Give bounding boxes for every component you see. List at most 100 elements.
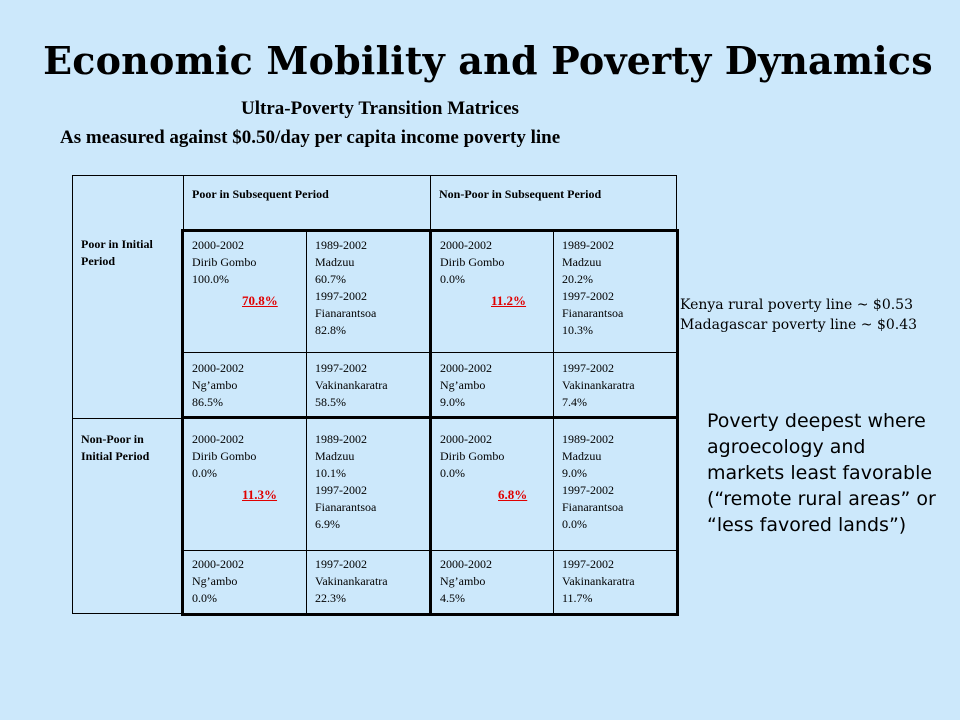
cell-value: 20.2% [562, 272, 593, 286]
matrix-cell: 1989-2002 Madzuu 10.1% 1997-2002 Fianara… [307, 427, 429, 537]
matrix-cell: 1997-2002 Vakinankaratra 58.5% [307, 356, 429, 415]
measure-caption: As measured against $0.50/day per capita… [60, 127, 561, 148]
row-header-nonpoor: Non-Poor in Initial Period [81, 432, 150, 463]
cell-value: 0.0% [192, 466, 217, 480]
cell-period: 2000-2002 [192, 238, 244, 252]
cell-value: 86.5% [192, 395, 223, 409]
cell-period: 2000-2002 [192, 361, 244, 375]
cell-period: 1997-2002 [562, 557, 614, 571]
cell-site: Fianarantsoa [315, 306, 377, 320]
cell-value: 10.3% [562, 323, 593, 337]
table-line [553, 231, 554, 614]
cell-value: 0.0% [562, 517, 587, 531]
cell-highlight: 6.8% [498, 487, 528, 502]
table-line [72, 175, 677, 176]
cell-value: 4.5% [440, 591, 465, 605]
table-line [676, 229, 679, 616]
table-line [183, 550, 677, 551]
matrix-cell: 1989-2002 Madzuu 20.2% 1997-2002 Fianara… [554, 233, 676, 343]
col-header-nonpoor: Non-Poor in Subsequent Period [439, 187, 602, 201]
col-header-poor: Poor in Subsequent Period [192, 187, 329, 201]
table-subtitle: Ultra-Poverty Transition Matrices [241, 98, 519, 119]
matrix-cell: 2000-2002 Dirib Gombo 0.0% 11.3% [184, 427, 306, 507]
cell-site: Dirib Gombo [440, 255, 505, 269]
cell-period: 2000-2002 [440, 432, 492, 446]
cell-site: Fianarantsoa [562, 306, 624, 320]
table-line [183, 352, 677, 353]
cell-value: 22.3% [315, 591, 346, 605]
cell-period: 1997-2002 [315, 483, 367, 497]
table-line [676, 175, 677, 231]
matrix-cell: 1997-2002 Vakinankaratra 11.7% [554, 552, 676, 611]
table-line [430, 175, 431, 231]
cell-value: 60.7% [315, 272, 346, 286]
cell-period: 1997-2002 [315, 289, 367, 303]
cell-site: Vakinankaratra [315, 574, 388, 588]
poverty-line-note: Kenya rural poverty line ~ $0.53 Madagas… [680, 295, 917, 335]
matrix-cell: 1989-2002 Madzuu 60.7% 1997-2002 Fianara… [307, 233, 429, 343]
cell-site: Fianarantsoa [315, 500, 377, 514]
cell-period: 2000-2002 [440, 361, 492, 375]
cell-period: 2000-2002 [440, 238, 492, 252]
cell-highlight: 70.8% [242, 293, 278, 308]
matrix-cell: 2000-2002 Dirib Gombo 0.0% 6.8% [432, 427, 553, 507]
cell-site: Ng’ambo [440, 378, 486, 392]
cell-period: 1989-2002 [562, 238, 614, 252]
cell-value: 10.1% [315, 466, 346, 480]
cell-value: 9.0% [562, 466, 587, 480]
table-line [72, 418, 184, 419]
cell-period: 1997-2002 [562, 361, 614, 375]
madagascar-note: Madagascar poverty line ~ $0.43 [680, 317, 918, 333]
cell-value: 0.0% [440, 272, 465, 286]
cell-period: 2000-2002 [192, 432, 244, 446]
cell-site: Vakinankaratra [562, 378, 635, 392]
cell-site: Dirib Gombo [192, 255, 257, 269]
cell-site: Madzuu [562, 449, 602, 463]
cell-site: Ng’ambo [192, 574, 238, 588]
table-line [183, 175, 184, 231]
cell-period: 2000-2002 [440, 557, 492, 571]
cell-value: 6.9% [315, 517, 340, 531]
matrix-cell: 1997-2002 Vakinankaratra 7.4% [554, 356, 676, 415]
cell-highlight: 11.3% [242, 487, 278, 502]
cell-value: 0.0% [192, 591, 217, 605]
cell-value: 11.7% [562, 591, 593, 605]
cell-site: Vakinankaratra [562, 574, 635, 588]
matrix-cell: 2000-2002 Ng’ambo 86.5% [184, 356, 306, 415]
cell-value: 100.0% [192, 272, 229, 286]
cell-site: Dirib Gombo [192, 449, 257, 463]
cell-site: Ng’ambo [440, 574, 486, 588]
page-title: Economic Mobility and Poverty Dynamics [43, 38, 933, 83]
table-line [306, 231, 307, 614]
cell-period: 1997-2002 [315, 361, 367, 375]
cell-period: 1997-2002 [562, 483, 614, 497]
matrix-cell: 2000-2002 Dirib Gombo 0.0% 11.2% [432, 233, 553, 313]
table-line [181, 229, 184, 616]
kenya-note: Kenya rural poverty line ~ $0.53 [680, 297, 913, 313]
cell-site: Madzuu [315, 449, 355, 463]
matrix-cell: 2000-2002 Ng’ambo 9.0% [432, 356, 553, 415]
matrix-cell: 2000-2002 Dirib Gombo 100.0% 70.8% [184, 233, 306, 313]
cell-highlight: 11.2% [491, 293, 527, 308]
cell-site: Vakinankaratra [315, 378, 388, 392]
cell-value: 9.0% [440, 395, 465, 409]
matrix-cell: 1997-2002 Vakinankaratra 22.3% [307, 552, 429, 611]
cell-period: 1989-2002 [315, 432, 367, 446]
cell-site: Madzuu [315, 255, 355, 269]
cell-site: Ng’ambo [192, 378, 238, 392]
cell-site: Dirib Gombo [440, 449, 505, 463]
cell-value: 7.4% [562, 395, 587, 409]
cell-value: 82.8% [315, 323, 346, 337]
table-line [72, 175, 73, 614]
table-line [429, 229, 432, 616]
poverty-deepest-note: Poverty deepest where agroecology and ma… [707, 410, 936, 536]
cell-period: 1997-2002 [315, 557, 367, 571]
matrix-cell: 1989-2002 Madzuu 9.0% 1997-2002 Fianaran… [554, 427, 676, 537]
row-header-poor: Poor in Initial Period [81, 237, 153, 268]
matrix-cell: 2000-2002 Ng’ambo 4.5% [432, 552, 553, 611]
cell-site: Madzuu [562, 255, 602, 269]
cell-period: 1989-2002 [315, 238, 367, 252]
cell-site: Fianarantsoa [562, 500, 624, 514]
cell-value: 58.5% [315, 395, 346, 409]
cell-period: 1997-2002 [562, 289, 614, 303]
